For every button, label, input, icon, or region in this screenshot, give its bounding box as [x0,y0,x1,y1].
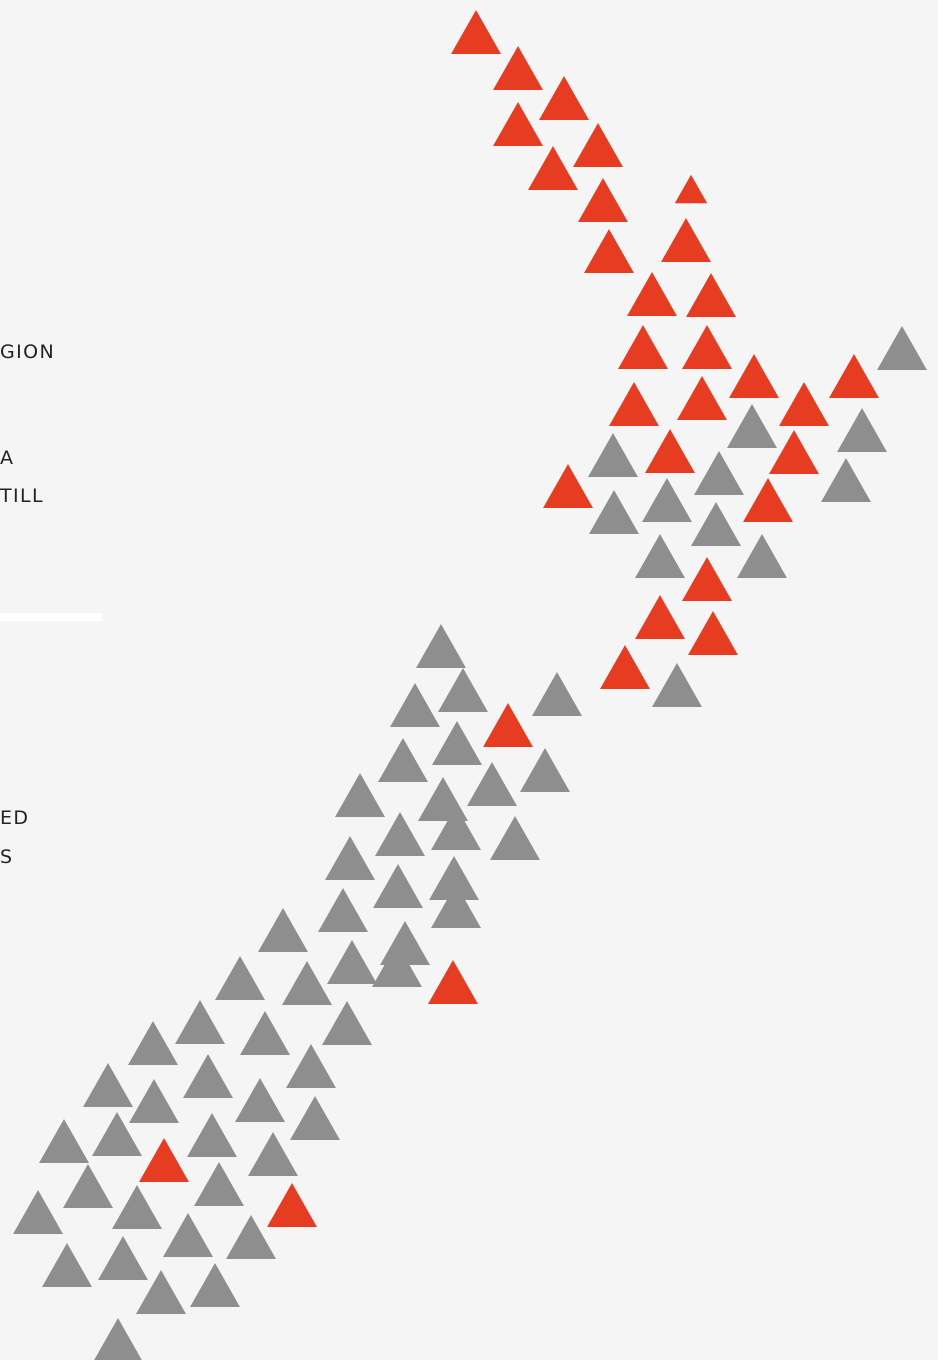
red-triangle [674,174,708,204]
gray-triangle [837,408,887,452]
gray-triangle [642,478,692,522]
red-triangle [688,611,738,655]
gray-triangle [821,458,871,502]
gray-triangle [13,1190,63,1234]
gray-triangle [416,624,466,668]
text-fragment-ed: ED [0,807,30,829]
red-triangle [661,218,711,262]
gray-triangle [235,1078,285,1122]
red-triangle [743,478,793,522]
gray-triangle [737,534,787,578]
gray-triangle [258,908,308,952]
gray-triangle [532,672,582,716]
gray-triangle [128,1021,178,1065]
text-fragment-a: A [0,447,15,469]
gray-triangle [327,940,377,984]
gray-triangle [727,404,777,448]
gray-triangle [635,534,685,578]
red-triangle [635,595,685,639]
text-fragment-till: TILL [0,485,44,507]
gray-triangle [83,1063,133,1107]
gray-triangle [240,1011,290,1055]
gray-triangle [373,864,423,908]
gray-triangle [136,1270,186,1314]
gray-triangle [467,762,517,806]
gray-triangle [335,773,385,817]
red-triangle [769,430,819,474]
red-triangle [139,1138,189,1182]
gray-triangle [372,943,422,987]
gray-triangle [431,806,481,850]
red-triangle [578,178,628,222]
gray-triangle [694,451,744,495]
gray-triangle [129,1079,179,1123]
red-triangle [539,76,589,120]
gray-triangle [183,1054,233,1098]
red-triangle [645,429,695,473]
gray-triangle [325,836,375,880]
gray-triangle [652,663,702,707]
gray-triangle [877,326,927,370]
red-triangle [686,273,736,317]
gray-triangle [375,812,425,856]
red-triangle [609,382,659,426]
gray-triangle [190,1263,240,1307]
gray-triangle [282,961,332,1005]
gray-triangle [63,1164,113,1208]
gray-triangle [39,1119,89,1163]
gray-triangle [163,1213,213,1257]
text-fragment-gion: GION [0,341,56,363]
red-triangle [493,102,543,146]
gray-triangle [322,1001,372,1045]
red-triangle [483,703,533,747]
red-triangle [600,645,650,689]
red-triangle [451,10,501,54]
red-triangle [428,960,478,1004]
red-triangle [729,354,779,398]
red-triangle [493,46,543,90]
red-triangle [627,272,677,316]
gray-triangle [490,816,540,860]
gray-triangle [431,884,481,928]
gray-triangle [286,1044,336,1088]
gray-triangle [98,1236,148,1280]
red-triangle [528,146,578,190]
red-triangle [779,382,829,426]
gray-triangle [378,738,428,782]
gray-triangle [429,856,479,900]
red-triangle [618,325,668,369]
gray-triangle [390,683,440,727]
red-triangle [573,123,623,167]
gray-triangle [112,1185,162,1229]
gray-triangle [432,721,482,765]
text-fragment-s: S [0,846,14,868]
gray-triangle [226,1215,276,1259]
gray-triangle [588,433,638,477]
gray-triangle [589,490,639,534]
gray-triangle [691,502,741,546]
gray-triangle [520,748,570,792]
gray-triangle [290,1096,340,1140]
red-triangle [543,464,593,508]
gray-triangle [248,1132,298,1176]
gray-triangle [175,1000,225,1044]
red-triangle [829,354,879,398]
gray-triangle [187,1113,237,1157]
red-triangle [682,557,732,601]
gray-triangle [215,956,265,1000]
gray-triangle [92,1112,142,1156]
white-divider [0,613,102,621]
gray-triangle [438,668,488,712]
gray-triangle [42,1243,92,1287]
gray-triangle [194,1162,244,1206]
red-triangle [677,376,727,420]
gray-triangle [318,888,368,932]
red-triangle [682,325,732,369]
red-triangle [584,229,634,273]
red-triangle [267,1183,317,1227]
gray-triangle [94,1318,142,1360]
